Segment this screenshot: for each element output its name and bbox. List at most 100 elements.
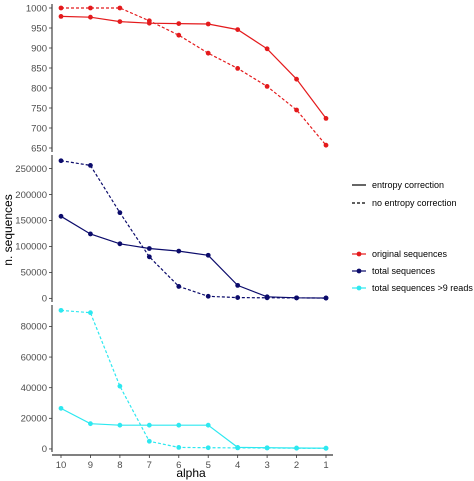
- y-tick-label: 100000: [15, 242, 47, 253]
- legend-label: entropy correction: [372, 180, 444, 190]
- legend-label: original sequences: [372, 249, 448, 259]
- legend-key-point: [356, 251, 362, 257]
- data-point: [117, 5, 123, 11]
- series-line-entropy-correction: [60, 407, 327, 449]
- y-tick-label: 40000: [21, 383, 47, 394]
- data-point: [294, 107, 299, 113]
- x-tick-label: 2: [294, 460, 299, 471]
- data-point: [264, 46, 270, 52]
- legend-label: total sequences >9 reads: [372, 283, 473, 293]
- data-point: [294, 76, 299, 82]
- legend-key-point: [356, 268, 362, 274]
- x-tick-label: 3: [264, 460, 269, 471]
- x-tick-label: 1: [323, 460, 328, 471]
- y-tick-label: 200000: [15, 190, 47, 201]
- data-point: [176, 284, 182, 289]
- x-tick-label: 7: [147, 460, 152, 471]
- data-point: [176, 445, 182, 450]
- data-point: [146, 246, 152, 251]
- y-tick-label: 250000: [15, 164, 47, 175]
- data-point: [205, 293, 211, 299]
- y-axis-title: n. sequences: [1, 194, 15, 265]
- data-point: [117, 210, 123, 216]
- data-point: [58, 405, 64, 411]
- x-axis-title: alpha: [176, 466, 206, 480]
- y-tick-label: 50000: [21, 268, 47, 279]
- panel-1: 650 700 750 800 850 900 950 1000: [26, 3, 329, 154]
- y-tick-label: 80000: [21, 322, 47, 333]
- series-line-entropy-correction: [60, 15, 327, 119]
- data-point: [58, 158, 64, 164]
- series-line-entropy-correction: [60, 215, 327, 299]
- series-line-no-entropy-correction: [60, 160, 327, 299]
- data-point: [235, 295, 241, 300]
- data-point: [117, 422, 123, 428]
- data-point: [146, 254, 152, 260]
- data-point: [117, 241, 123, 247]
- data-point: [323, 142, 329, 148]
- y-tick-label: 800: [31, 83, 47, 94]
- data-point: [176, 21, 182, 26]
- x-tick-label: 8: [117, 460, 122, 471]
- data-point: [117, 19, 123, 24]
- data-point: [264, 295, 270, 301]
- y-tick-label: 60000: [21, 352, 47, 363]
- y-tick-label: 650: [31, 143, 47, 154]
- panel-3: 0 20000 40000 60000 80000: [21, 305, 329, 455]
- data-point: [205, 445, 211, 451]
- data-point: [264, 445, 270, 451]
- data-point: [88, 310, 93, 316]
- y-tick-label: 0: [42, 294, 47, 305]
- data-point: [176, 422, 182, 428]
- data-point: [88, 231, 93, 237]
- data-point: [88, 14, 93, 20]
- y-tick-label: 900: [31, 43, 47, 54]
- legend-label: no entropy correction: [372, 198, 457, 208]
- data-point: [323, 116, 329, 121]
- data-point: [235, 445, 241, 451]
- data-point: [323, 445, 329, 451]
- x-tick-label: 5: [206, 460, 211, 471]
- data-point: [176, 32, 182, 38]
- data-point: [205, 422, 211, 428]
- x-tick-label: 9: [88, 460, 93, 471]
- x-tick-label: 6: [176, 460, 181, 471]
- data-point: [323, 295, 329, 301]
- series-line-no-entropy-correction: [60, 309, 327, 449]
- data-point: [235, 282, 241, 288]
- data-point: [294, 295, 299, 301]
- data-point: [117, 383, 123, 389]
- data-point: [88, 162, 93, 168]
- data-point: [294, 445, 299, 451]
- x-axis: 10 9 8 7 6 5 4 3 2 1: [52, 454, 333, 471]
- x-tick-label: 10: [56, 460, 67, 471]
- y-tick-label: 750: [31, 103, 47, 114]
- y-tick-label: 950: [31, 23, 47, 34]
- data-point: [205, 252, 211, 258]
- data-point: [205, 50, 211, 56]
- y-tick-label: 1000: [26, 3, 47, 14]
- y-tick-label: 0: [42, 444, 47, 455]
- y-tick-label: 20000: [21, 414, 47, 425]
- data-point: [235, 66, 241, 71]
- data-point: [235, 27, 241, 32]
- y-tick-label: 150000: [15, 216, 47, 227]
- data-point: [264, 84, 270, 89]
- legend: entropy correction no entropy correction o…: [352, 180, 473, 293]
- data-point: [176, 248, 182, 254]
- data-point: [88, 5, 93, 11]
- chart-panels: 650 700 750 800 850 900 950 1000 0 50000 100000 150…: [15, 3, 329, 455]
- legend-key-point: [356, 285, 362, 291]
- panel-2: 0 50000 100000 150000 200000 250000: [15, 155, 329, 305]
- data-point: [146, 438, 152, 444]
- x-tick-label: 4: [235, 460, 240, 471]
- data-point: [205, 21, 211, 27]
- y-tick-label: 850: [31, 63, 47, 74]
- series-line-no-entropy-correction: [61, 7, 327, 146]
- data-point: [146, 18, 152, 24]
- data-point: [58, 213, 64, 219]
- data-point: [58, 5, 64, 11]
- data-point: [146, 422, 152, 428]
- y-tick-label: 700: [31, 123, 47, 134]
